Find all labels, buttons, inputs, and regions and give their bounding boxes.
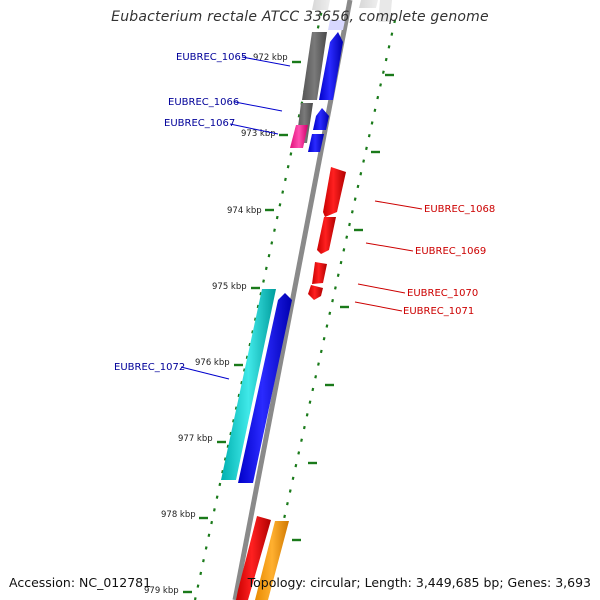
gene-labels-left: EUBREC_1065 EUBREC_1066 EUBREC_1067 EUBR… [114, 52, 247, 373]
accession-label: Accession: NC_012781 [9, 575, 152, 590]
genes-bottom [236, 516, 289, 600]
tick-label-975: 975 kbp [212, 282, 247, 292]
tick-label-978: 978 kbp [161, 510, 196, 520]
forward-genes-top [308, 32, 343, 152]
gene-eubrec-1067-arrow [308, 134, 324, 152]
gene-eubrec-1066-arrow [313, 108, 329, 130]
gene-eubrec-1065-arrow [319, 32, 343, 100]
gene-label-eubrec-1071: EUBREC_1071 [403, 306, 474, 317]
topology-label: Topology: circular; Length: 3,449,685 bp… [247, 575, 591, 590]
tick-marks-right [264, 19, 397, 600]
gene-eubrec-1069-arrow [317, 217, 336, 254]
gene-label-eubrec-1065: EUBREC_1065 [176, 52, 247, 63]
long-genes [221, 289, 292, 483]
tick-label-979: 979 kbp [144, 586, 179, 596]
gene-label-eubrec-1068: EUBREC_1068 [424, 204, 495, 215]
leader-lines-left [180, 56, 291, 380]
faded-features-top [312, 0, 392, 30]
gene-label-eubrec-1069: EUBREC_1069 [415, 246, 486, 257]
major-ticks-right [292, 73, 394, 542]
tick-label-972: 972 kbp [253, 53, 288, 63]
gene-bottom-orange [255, 521, 289, 600]
gene-label-eubrec-1066: EUBREC_1066 [168, 97, 239, 108]
tick-label-973: 973 kbp [241, 129, 276, 139]
reverse-genes [308, 167, 346, 300]
gene-eubrec-1071-arrow [308, 285, 323, 300]
gene-labels-right: EUBREC_1068 EUBREC_1069 EUBREC_1070 EUBR… [403, 204, 495, 317]
gene-label-eubrec-1072: EUBREC_1072 [114, 362, 185, 373]
genome-title: Eubacterium rectale ATCC 33656, complete… [111, 9, 489, 25]
gene-eubrec-1068-arrow [323, 167, 346, 217]
tick-labels: 972 kbp 973 kbp 974 kbp 975 kbp 976 kbp … [144, 53, 288, 596]
gene-label-eubrec-1070: EUBREC_1070 [407, 288, 478, 299]
gene-bottom-red [236, 516, 271, 600]
gene-eubrec-1072-cds [221, 289, 276, 480]
leader-lines-right [354, 200, 423, 312]
cds-magenta [290, 125, 308, 148]
gene-label-eubrec-1067: EUBREC_1067 [164, 118, 235, 129]
cds-gray-features [290, 32, 327, 148]
major-ticks-left [183, 60, 301, 594]
tick-label-977: 977 kbp [178, 434, 213, 444]
gene-eubrec-1070-arrow [312, 262, 327, 284]
tick-label-976: 976 kbp [195, 358, 230, 368]
cds-gray-1 [302, 32, 327, 100]
gene-forward-long-arrow [238, 293, 292, 483]
tick-label-974: 974 kbp [227, 206, 262, 216]
